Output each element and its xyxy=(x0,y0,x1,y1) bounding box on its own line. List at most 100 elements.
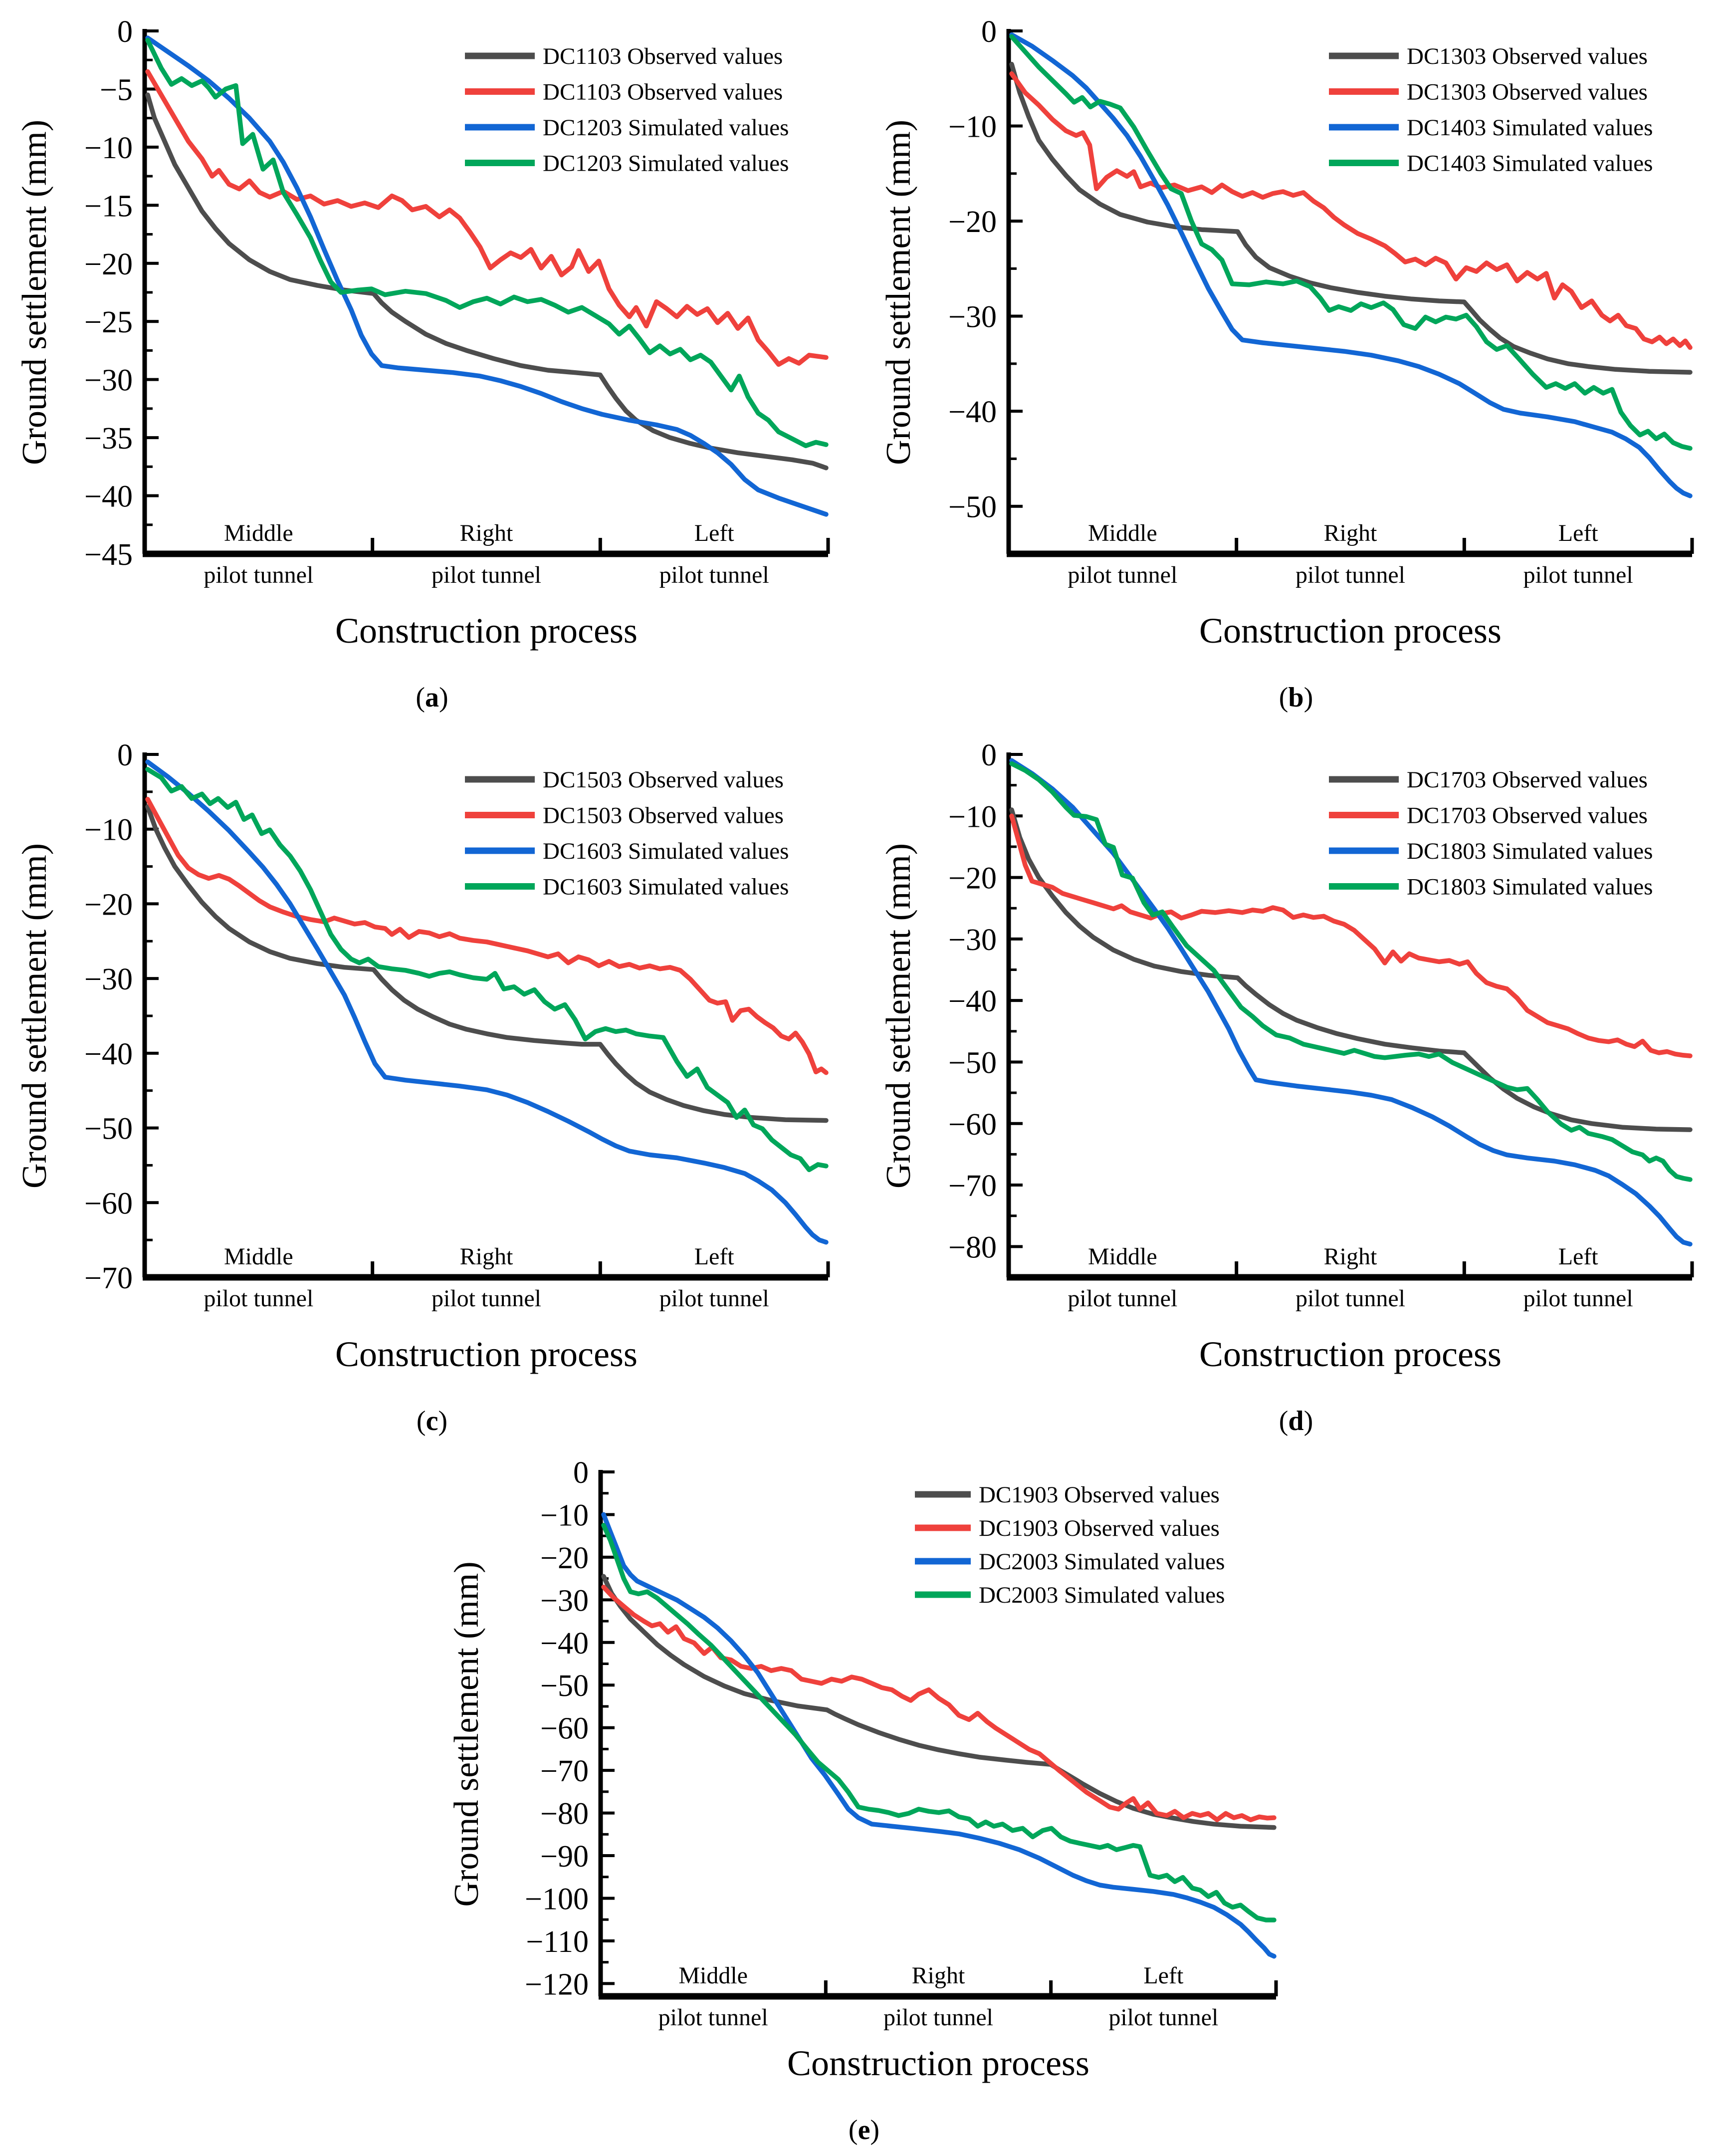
y-tick-label: −10 xyxy=(84,131,133,165)
legend-label: DC1503 Observed values xyxy=(543,803,784,829)
legend-label: DC1903 Observed values xyxy=(979,1482,1220,1508)
series-line-simulated_green xyxy=(601,1523,1277,1922)
chart-d: 0 −10 −20 −30 −40 −50 −60 −70 −80 Middle pilot tun… xyxy=(879,738,1694,1437)
section-label-top: Right xyxy=(460,520,513,546)
x-axis-title: Construction process xyxy=(1199,611,1502,651)
y-tick-label: −70 xyxy=(84,1261,133,1295)
y-tick-label: −20 xyxy=(84,247,133,281)
section-label-bottom: pilot tunnel xyxy=(432,562,541,588)
section-label-bottom: pilot tunnel xyxy=(1068,562,1177,588)
legend-label: DC1803 Simulated values xyxy=(1407,874,1653,900)
section-label-bottom: pilot tunnel xyxy=(658,2004,768,2031)
panel-letter: (c) xyxy=(417,1406,447,1437)
y-tick-label: −35 xyxy=(84,422,133,456)
section-label-bottom: pilot tunnel xyxy=(204,562,313,588)
y-tick-label: −10 xyxy=(540,1498,589,1532)
y-tick-label: −5 xyxy=(100,73,133,107)
section-label-top: Middle xyxy=(224,520,293,546)
chart-a: 0 −5 −10 −15 −20 −25 −30 −35 −40 −45 Middle pilot t… xyxy=(15,15,830,713)
y-tick-label: −30 xyxy=(84,962,133,996)
legend-label: DC1103 Observed values xyxy=(543,79,783,105)
chart-e: 0 −10 −20 −30 −40 −50 −60 −70 −80 −90 −100 −110 −120… xyxy=(447,1456,1278,2146)
section-label-top: Left xyxy=(1558,1243,1599,1270)
series-line-observed_red xyxy=(1009,813,1693,1058)
legend-label: DC1303 Observed values xyxy=(1407,43,1648,69)
section-label-top: Right xyxy=(1324,520,1377,546)
section-label-top: Left xyxy=(694,1243,735,1270)
section-label-bottom: pilot tunnel xyxy=(204,1285,313,1312)
legend-label: DC1303 Observed values xyxy=(1407,79,1648,105)
y-tick-label: −30 xyxy=(540,1584,589,1618)
y-tick-label: −20 xyxy=(948,205,997,239)
y-tick-label: −30 xyxy=(948,300,997,334)
section-label-top: Right xyxy=(1324,1243,1377,1270)
y-tick-label: −10 xyxy=(84,813,133,847)
y-tick-label: −20 xyxy=(84,888,133,922)
y-tick-label: 0 xyxy=(981,738,997,772)
section-label-top: Left xyxy=(694,520,735,546)
series-line-observed_red xyxy=(1009,71,1693,350)
x-axis-title: Construction process xyxy=(787,2043,1089,2083)
y-tick-label: −50 xyxy=(948,1046,997,1080)
y-tick-label: 0 xyxy=(573,1456,589,1490)
section-label-bottom: pilot tunnel xyxy=(659,562,769,588)
series-line-observed_black xyxy=(1009,807,1693,1132)
y-tick-label: −80 xyxy=(948,1230,997,1264)
y-tick-label: −90 xyxy=(540,1840,589,1874)
y-tick-label: −70 xyxy=(948,1169,997,1203)
y-tick-label: −40 xyxy=(84,1037,133,1071)
y-axis-title: Ground settlement (mm) xyxy=(879,120,918,465)
section-label-top: Middle xyxy=(224,1243,293,1270)
y-tick-label: −50 xyxy=(540,1669,589,1703)
legend-label: DC1603 Simulated values xyxy=(543,838,789,864)
y-tick-label: 0 xyxy=(981,15,997,49)
y-axis-title: Ground settlement (mm) xyxy=(879,843,918,1189)
chart-c: 0 −10 −20 −30 −40 −50 −60 −70 Middle pilot tunnel… xyxy=(15,738,830,1437)
section-label-bottom: pilot tunnel xyxy=(1108,2004,1218,2031)
y-tick-label: −60 xyxy=(948,1108,997,1142)
legend-label: DC1203 Simulated values xyxy=(543,115,789,141)
y-tick-label: −45 xyxy=(84,538,133,572)
y-tick-label: −100 xyxy=(525,1882,589,1916)
y-tick-label: −110 xyxy=(526,1925,589,1959)
y-tick-label: −20 xyxy=(948,862,997,896)
legend-label: DC1703 Observed values xyxy=(1407,803,1648,829)
panel-e: 0 −10 −20 −30 −40 −50 −60 −70 −80 −90 −100 −110 −120… xyxy=(432,1447,1296,2156)
legend-label: DC1503 Observed values xyxy=(543,767,784,793)
legend-label: DC1603 Simulated values xyxy=(543,874,789,900)
legend-label: DC1803 Simulated values xyxy=(1407,838,1653,864)
panel-letter: (b) xyxy=(1279,682,1313,713)
y-axis-title: Ground settlement (mm) xyxy=(15,843,54,1189)
panel-letter: (e) xyxy=(849,2115,879,2146)
legend-label: DC1403 Simulated values xyxy=(1407,151,1653,177)
x-axis-title: Construction process xyxy=(335,611,638,651)
panel-letter: (d) xyxy=(1279,1406,1313,1437)
series-line-observed_black xyxy=(601,1574,1277,1830)
legend-label: DC1703 Observed values xyxy=(1407,767,1648,793)
y-tick-label: −30 xyxy=(948,923,997,957)
series-line-observed_red xyxy=(145,797,829,1075)
section-label-bottom: pilot tunnel xyxy=(659,1285,769,1312)
series-line-simulated_blue xyxy=(145,759,829,1245)
panel-c: 0 −10 −20 −30 −40 −50 −60 −70 Middle pilot tunnel… xyxy=(0,723,864,1447)
series-line-simulated_blue xyxy=(145,35,829,517)
section-label-top: Right xyxy=(912,1962,965,1989)
section-label-bottom: pilot tunnel xyxy=(1068,1285,1177,1312)
legend-label: DC1403 Simulated values xyxy=(1407,115,1653,141)
section-label-bottom: pilot tunnel xyxy=(1296,1285,1405,1312)
legend-label: DC1103 Observed values xyxy=(543,43,783,69)
y-tick-label: −25 xyxy=(84,305,133,339)
section-label-bottom: pilot tunnel xyxy=(432,1285,541,1312)
series-line-simulated_green xyxy=(145,37,829,449)
section-label-bottom: pilot tunnel xyxy=(1523,562,1633,588)
y-tick-label: 0 xyxy=(117,15,133,49)
y-tick-label: −10 xyxy=(948,110,997,144)
section-label-bottom: pilot tunnel xyxy=(1296,562,1405,588)
series-line-simulated_green xyxy=(145,767,829,1173)
y-tick-label: −60 xyxy=(540,1712,589,1746)
series-line-observed_red xyxy=(145,69,829,367)
section-label-bottom: pilot tunnel xyxy=(1523,1285,1633,1312)
legend-label: DC2003 Simulated values xyxy=(979,1549,1225,1575)
section-label-top: Middle xyxy=(1088,520,1157,546)
y-tick-label: −30 xyxy=(84,364,133,398)
